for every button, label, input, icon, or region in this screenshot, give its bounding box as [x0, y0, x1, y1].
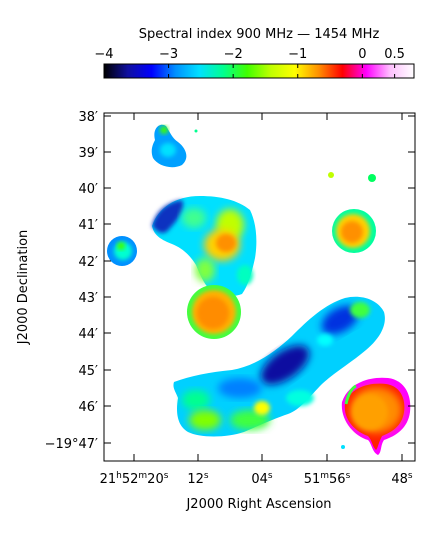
- plot-border: [103, 112, 416, 462]
- colorbar-tick-label: −4: [94, 47, 113, 62]
- colorbar-title: Spectral index 900 MHz — 1454 MHz: [139, 27, 380, 42]
- x-tick-label: 48s: [391, 471, 413, 487]
- y-axis-label: J2000 Declination: [16, 230, 31, 346]
- y-tick-label: 44′: [79, 327, 99, 342]
- colorbar-tick-label: 0: [358, 47, 366, 62]
- colorbar-tick-label: −1: [288, 47, 307, 62]
- y-tick-label: 41′: [79, 218, 99, 233]
- y-tick-label: 40′: [79, 182, 99, 197]
- y-tick-label: 38′: [79, 110, 99, 125]
- region-central-bright-source: [187, 285, 241, 339]
- x-axis-label: J2000 Right Ascension: [185, 497, 331, 512]
- region-east-compact-source: [328, 172, 376, 253]
- y-tick-label: 42′: [79, 255, 99, 270]
- y-tick-label: −19°47′: [45, 437, 98, 452]
- x-tick-label: 51m56s: [304, 471, 351, 487]
- region-north-compact-source: [151, 124, 198, 168]
- y-axis: 38′ 39′ 40′ 41′ 42′ 43′ 44′ 45′ 46′ −19°47′: [45, 110, 415, 452]
- x-tick-label: 12s: [187, 471, 209, 487]
- colorbar-ticks: −4 −3 −2 −1 0 0.5: [94, 47, 405, 78]
- y-tick-label: 45′: [79, 364, 99, 379]
- colorbar: [103, 63, 415, 79]
- y-tick-label: 46′: [79, 400, 99, 415]
- region-southeast-bright-source: [341, 377, 411, 455]
- region-southern-elongated-structure: [173, 296, 385, 449]
- x-tick-label: 21h52m20s: [100, 471, 169, 487]
- spectral-index-map: [107, 124, 411, 455]
- colorbar-tick-label: −3: [159, 47, 178, 62]
- x-axis: 21h52m20s 12s 04s 51m56s 48s: [100, 113, 413, 487]
- x-tick-label: 04s: [251, 471, 273, 487]
- colorbar-tick-label: −2: [224, 47, 243, 62]
- y-tick-label: 39′: [79, 146, 99, 161]
- colorbar-tick-label: 0.5: [384, 47, 405, 62]
- region-curved-arc-structure: [152, 196, 257, 296]
- region-west-compact-source: [107, 236, 137, 266]
- y-tick-label: 43′: [79, 291, 99, 306]
